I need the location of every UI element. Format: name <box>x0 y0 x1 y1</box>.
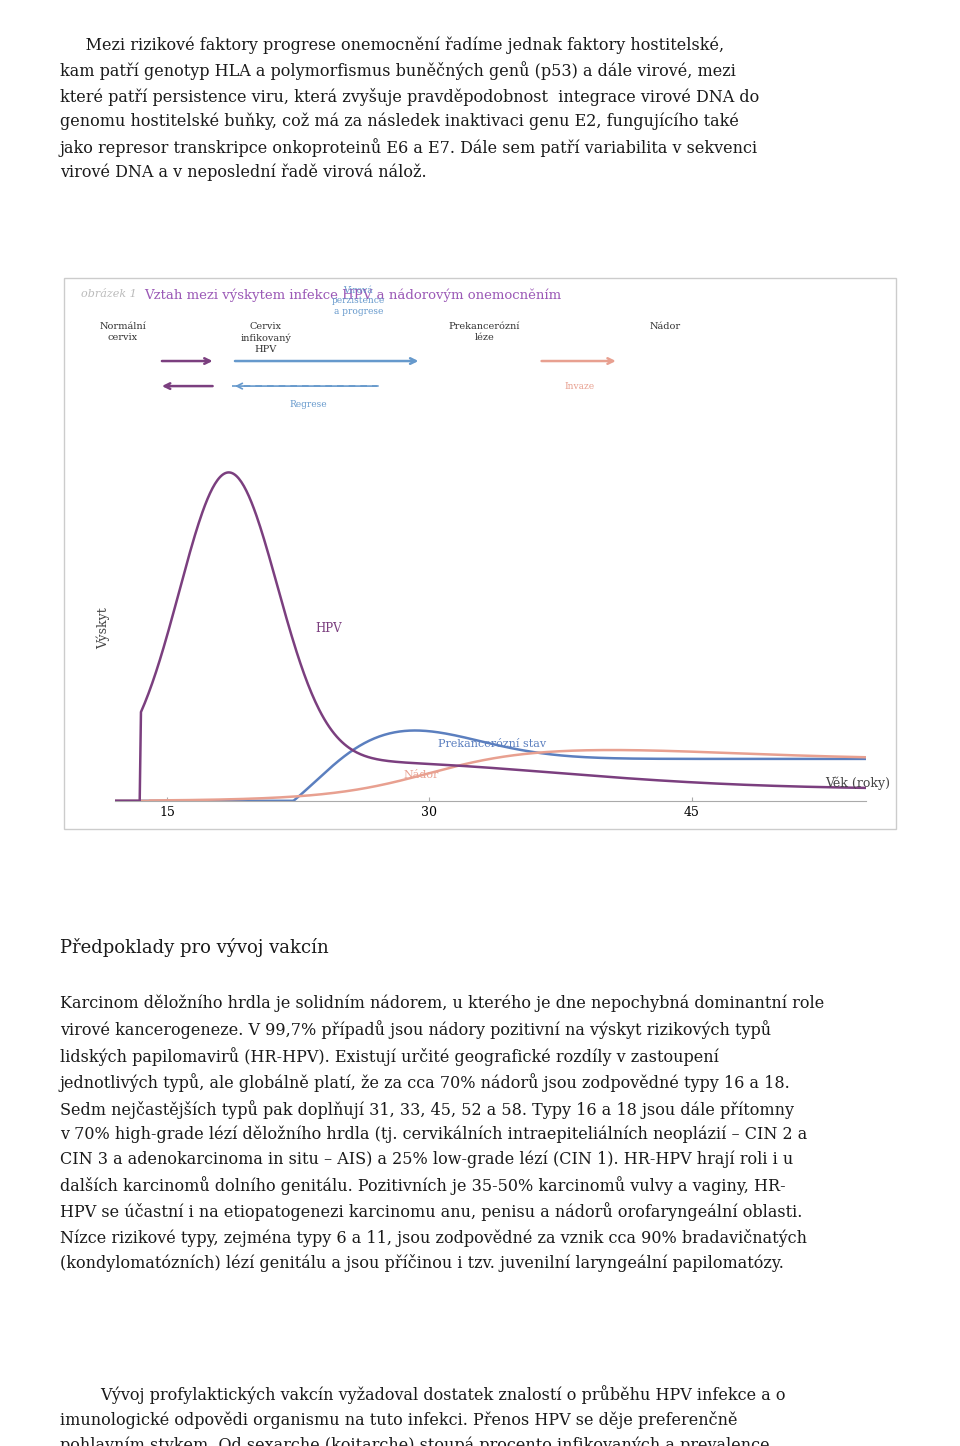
Text: Věk (roky): Věk (roky) <box>826 777 891 790</box>
Text: Nádor: Nádor <box>649 322 681 331</box>
Text: Normální
cervix: Normální cervix <box>100 322 146 343</box>
Text: Předpoklady pro vývoj vakcín: Předpoklady pro vývoj vakcín <box>60 938 328 957</box>
Text: Regrese: Regrese <box>289 401 326 409</box>
Text: Virová
perzistence
a progrese: Virová perzistence a progrese <box>331 286 385 315</box>
Text: Invaze: Invaze <box>564 382 594 392</box>
Text: obrázek 1: obrázek 1 <box>81 289 136 299</box>
Text: Prekancerózní stav: Prekancerózní stav <box>438 739 546 749</box>
Y-axis label: Výskyt: Výskyt <box>97 607 110 649</box>
Text: Vývoj profylaktických vakcín vyžadoval dostatek znalostí o průběhu HPV infekce a: Vývoj profylaktických vakcín vyžadoval d… <box>60 1385 785 1446</box>
Text: Mezi rizikové faktory progrese onemocnění řadíme jednak faktory hostitelské,
kam: Mezi rizikové faktory progrese onemocněn… <box>60 36 759 181</box>
Text: Nádor: Nádor <box>403 771 439 779</box>
Text: Prekancerózní
léze: Prekancerózní léze <box>448 322 520 343</box>
Text: Cervix
infikovaný
HPV: Cervix infikovaný HPV <box>240 322 291 354</box>
Text: Vztah mezi výskytem infekce HPV a nádorovým onemocněním: Vztah mezi výskytem infekce HPV a nádoro… <box>144 289 562 302</box>
Text: Karcinom děložního hrdla je solidním nádorem, u kterého je dne nepochybná domina: Karcinom děložního hrdla je solidním nád… <box>60 995 825 1272</box>
Text: HPV: HPV <box>316 622 343 635</box>
